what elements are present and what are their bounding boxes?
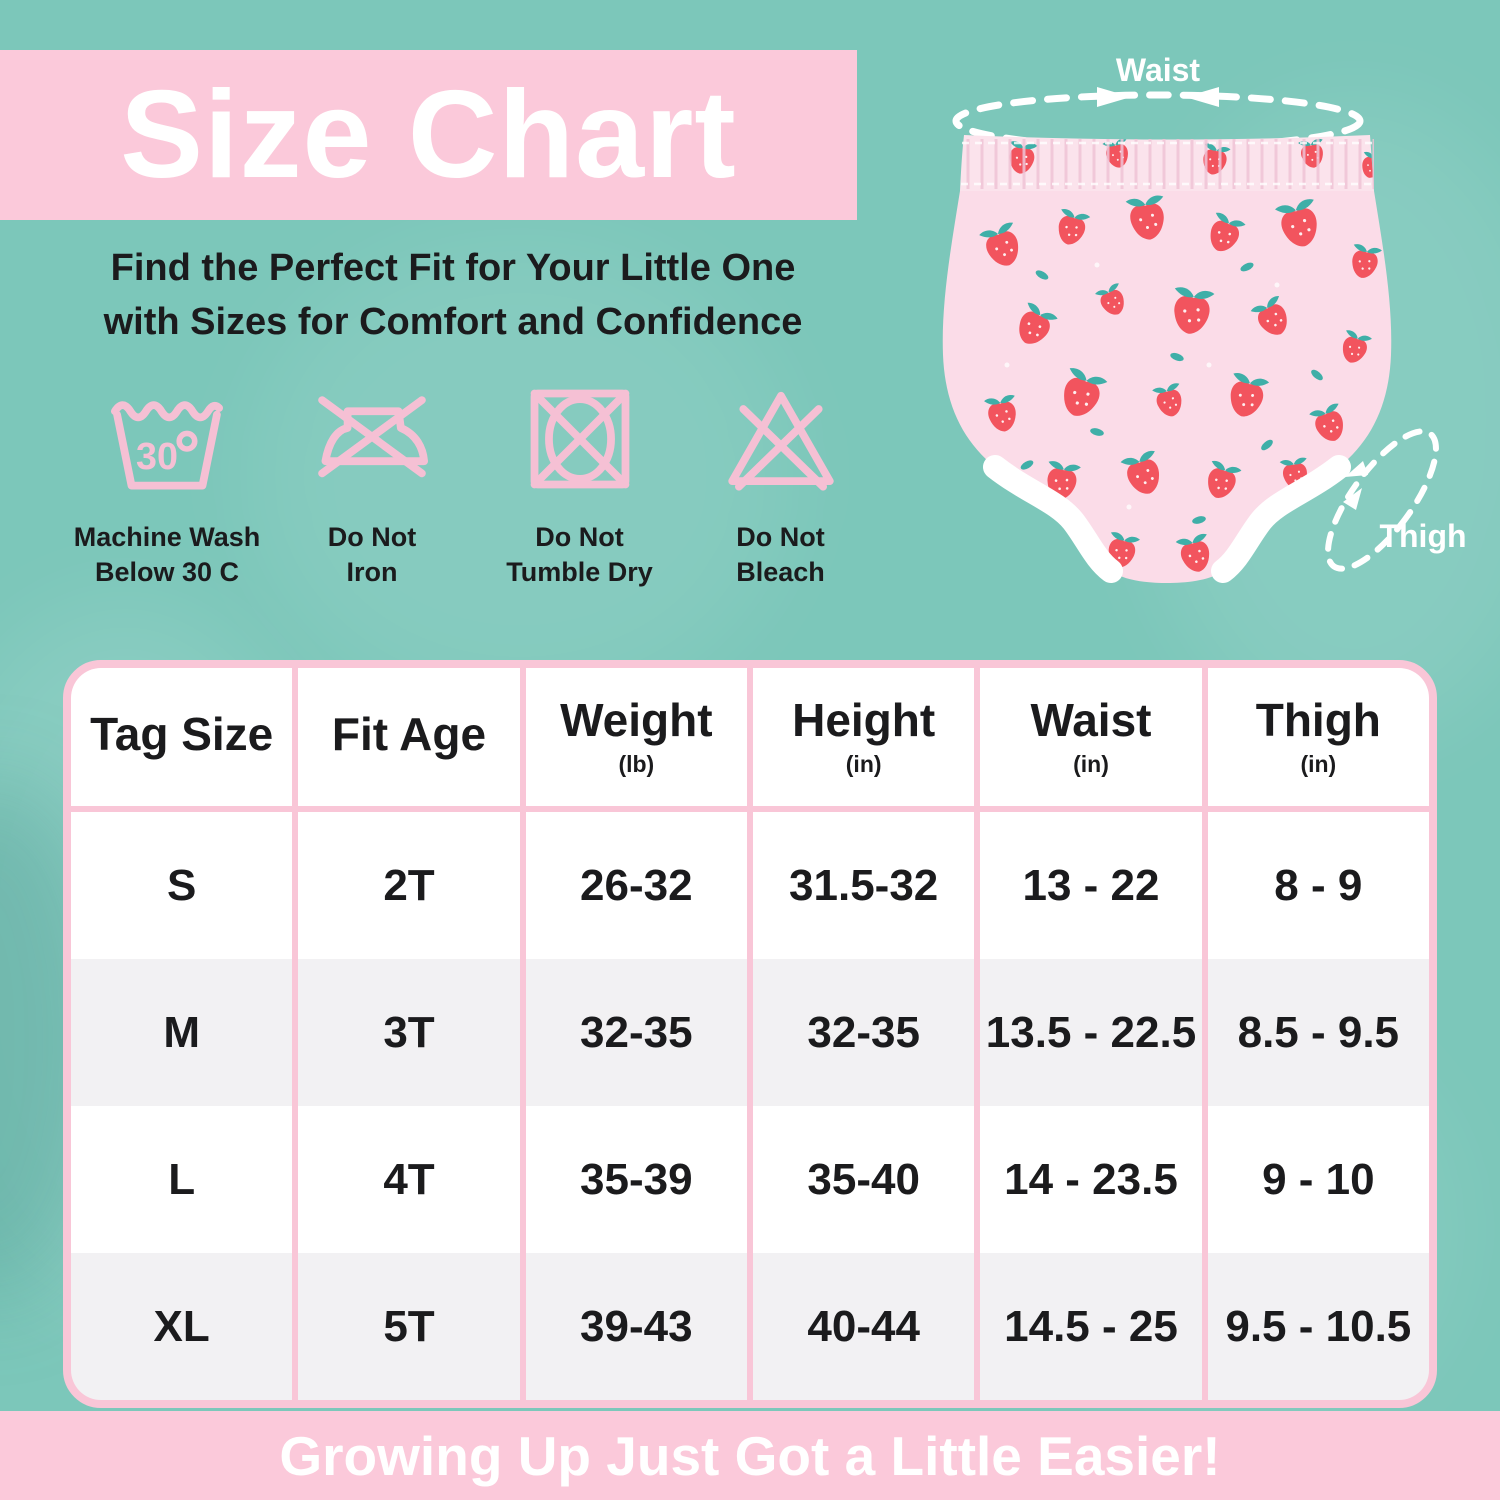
table-cell: 14.5 - 25 bbox=[980, 1253, 1202, 1400]
care-label: Machine Wash Below 30 C bbox=[73, 522, 261, 588]
table-cell: 35-39 bbox=[525, 1106, 747, 1253]
waistband bbox=[960, 135, 1374, 191]
care-label: Do Not Tumble Dry bbox=[506, 522, 653, 588]
size-chart-table: Tag Size Fit Age Weight (lb) Height (in)… bbox=[63, 660, 1437, 1408]
waist-arrow-left bbox=[1185, 87, 1219, 107]
table-cell: 8 - 9 bbox=[1207, 812, 1429, 959]
table-cell: XL bbox=[71, 1253, 293, 1400]
table-cell: 9.5 - 10.5 bbox=[1207, 1253, 1429, 1400]
waist-arrow-right bbox=[1097, 87, 1131, 107]
do-not-bleach-icon bbox=[727, 391, 834, 491]
table-cell: 13 - 22 bbox=[980, 812, 1202, 959]
page-title: Size Chart bbox=[120, 66, 737, 204]
table-cell: 31.5-32 bbox=[752, 812, 975, 959]
care-label: Do Not Bleach bbox=[736, 522, 825, 588]
subtitle-line1: Find the Perfect Fit for Your Little One bbox=[110, 247, 796, 289]
table-cell: 4T bbox=[298, 1106, 520, 1253]
machine-wash-30-icon: 30 bbox=[110, 401, 224, 490]
table-cell: 32-35 bbox=[525, 959, 747, 1106]
table-cell: 2T bbox=[298, 812, 520, 959]
thigh-arrow-up-right bbox=[1343, 488, 1362, 510]
care-item-do-not-iron: Do Not Iron bbox=[282, 378, 462, 590]
column-header-weight: Weight (lb) bbox=[525, 668, 747, 812]
svg-text:30: 30 bbox=[136, 435, 178, 477]
table-cell: 8.5 - 9.5 bbox=[1207, 959, 1429, 1106]
table-cell: 39-43 bbox=[525, 1253, 747, 1400]
column-header-height: Height (in) bbox=[752, 668, 975, 812]
subtitle-line2: with Sizes for Comfort and Confidence bbox=[103, 300, 803, 343]
do-not-iron-icon bbox=[318, 396, 429, 478]
strawberry-pattern bbox=[978, 137, 1386, 576]
table-cell: 14 - 23.5 bbox=[980, 1106, 1202, 1253]
table-cell: 13.5 - 22.5 bbox=[980, 959, 1202, 1106]
care-item-machine-wash: 30 Machine Wash Below 30 C bbox=[52, 378, 282, 590]
thigh-measure-label: Thigh bbox=[1379, 518, 1466, 554]
table-cell: 26-32 bbox=[525, 812, 747, 959]
care-instructions-row: 30 Machine Wash Below 30 C Do Not Iron D… bbox=[52, 378, 864, 590]
table-cell: 40-44 bbox=[752, 1253, 975, 1400]
product-photo: Waist bbox=[942, 52, 1467, 583]
table-cell: 3T bbox=[298, 959, 520, 1106]
column-header-thigh: Thigh (in) bbox=[1207, 668, 1429, 812]
column-header-waist: Waist (in) bbox=[980, 668, 1202, 812]
care-item-do-not-bleach: Do Not Bleach bbox=[697, 378, 864, 590]
title-banner: Size Chart bbox=[0, 50, 857, 220]
table-cell: 32-35 bbox=[752, 959, 975, 1106]
table-cell: L bbox=[71, 1106, 293, 1253]
table-cell: M bbox=[71, 959, 293, 1106]
column-header-fit-age: Fit Age bbox=[298, 668, 520, 812]
table-cell: S bbox=[71, 812, 293, 959]
right-leg-trim bbox=[1211, 455, 1351, 583]
do-not-tumble-dry-icon bbox=[530, 389, 629, 489]
left-leg-trim bbox=[983, 455, 1123, 583]
care-label: Do Not Iron bbox=[327, 522, 417, 588]
waist-measure-label: Waist bbox=[1116, 52, 1201, 88]
thigh-arrow-down-left bbox=[1345, 461, 1368, 477]
table-cell: 5T bbox=[298, 1253, 520, 1400]
table-cell: 9 - 10 bbox=[1207, 1106, 1429, 1253]
care-item-do-not-tumble-dry: Do Not Tumble Dry bbox=[462, 378, 697, 590]
table-cell: 35-40 bbox=[752, 1106, 975, 1253]
column-header-tag-size: Tag Size bbox=[71, 668, 293, 812]
footer-banner: Growing Up Just Got a Little Easier! bbox=[0, 1411, 1500, 1500]
footer-slogan: Growing Up Just Got a Little Easier! bbox=[279, 1424, 1221, 1487]
thigh-measure-dashes bbox=[1325, 428, 1439, 572]
subtitle: Find the Perfect Fit for Your Little One… bbox=[38, 242, 868, 350]
training-pants-garment bbox=[942, 135, 1392, 583]
